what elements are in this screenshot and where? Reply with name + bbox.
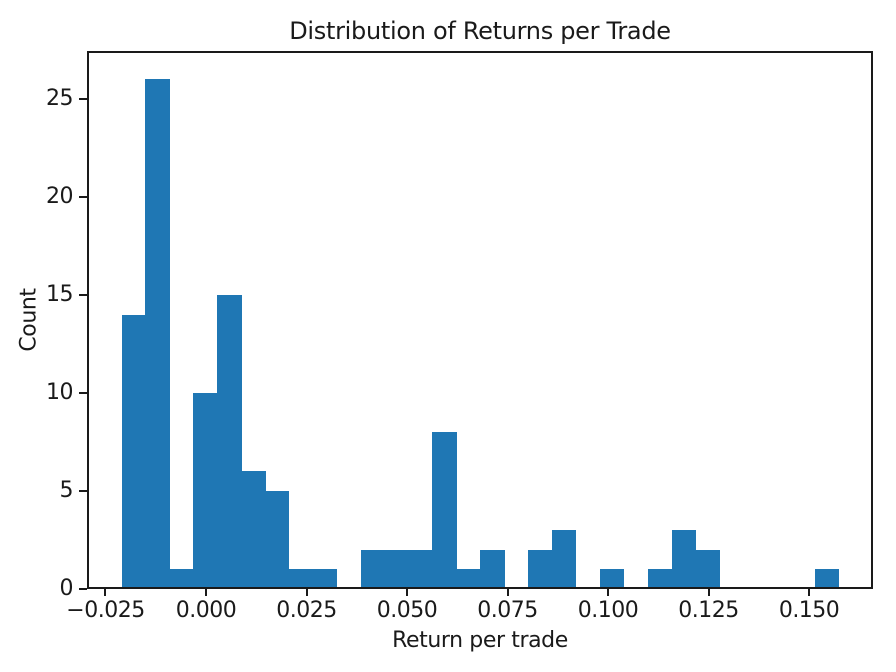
x-tick [305, 589, 308, 596]
histogram-bar [145, 79, 170, 589]
x-tick [607, 589, 610, 596]
y-tick [79, 294, 87, 296]
y-tick-label: 0 [59, 576, 74, 601]
x-tick [707, 589, 710, 596]
histogram-bar [265, 491, 290, 589]
bars-layer [87, 51, 873, 589]
histogram-bar [551, 530, 577, 589]
x-tick-label: 0.000 [175, 598, 237, 623]
histogram-bar [193, 393, 218, 589]
y-tick-label: 20 [46, 184, 74, 209]
histogram-bar [217, 295, 242, 589]
y-tick [79, 196, 87, 198]
x-tick-label: −0.025 [66, 598, 145, 623]
histogram-bar [528, 549, 553, 589]
x-tick-label: 0.050 [376, 598, 438, 623]
x-axis-label: Return per trade [392, 628, 568, 653]
histogram-bar [671, 530, 696, 589]
x-tick-label: 0.100 [577, 598, 639, 623]
y-tick [79, 392, 87, 394]
histogram-bar [121, 314, 146, 589]
histogram-bar [288, 569, 314, 589]
x-tick-label: 0.025 [276, 598, 337, 623]
x-tick [506, 589, 509, 596]
histogram-bar [360, 549, 386, 589]
x-tick-label: 0.125 [678, 598, 739, 623]
y-tick-label: 10 [46, 380, 74, 405]
y-tick-label: 25 [46, 86, 74, 112]
histogram-bar [695, 549, 720, 589]
histogram-bar [312, 569, 338, 589]
x-tick-label: 0.075 [477, 598, 538, 623]
y-tick-label: 15 [46, 282, 74, 307]
y-tick [79, 490, 87, 492]
histogram-bar [384, 549, 409, 589]
histogram-bar [599, 569, 625, 589]
x-tick [406, 589, 409, 596]
histogram-bar [432, 432, 457, 589]
x-tick [104, 589, 107, 596]
histogram-bar [456, 569, 481, 589]
histogram-bar [169, 569, 194, 589]
histogram-bar [480, 549, 505, 589]
x-tick [205, 589, 207, 596]
x-tick [808, 589, 811, 596]
y-tick [79, 98, 87, 101]
x-tick-label: 0.150 [778, 598, 840, 623]
histogram-bar [408, 549, 433, 589]
histogram-bar [814, 569, 840, 589]
y-tick-label: 5 [59, 478, 74, 503]
histogram-bar [647, 569, 672, 589]
y-tick [79, 588, 87, 590]
histogram-bar [241, 471, 266, 589]
chart-title: Distribution of Returns per Trade [289, 17, 671, 45]
